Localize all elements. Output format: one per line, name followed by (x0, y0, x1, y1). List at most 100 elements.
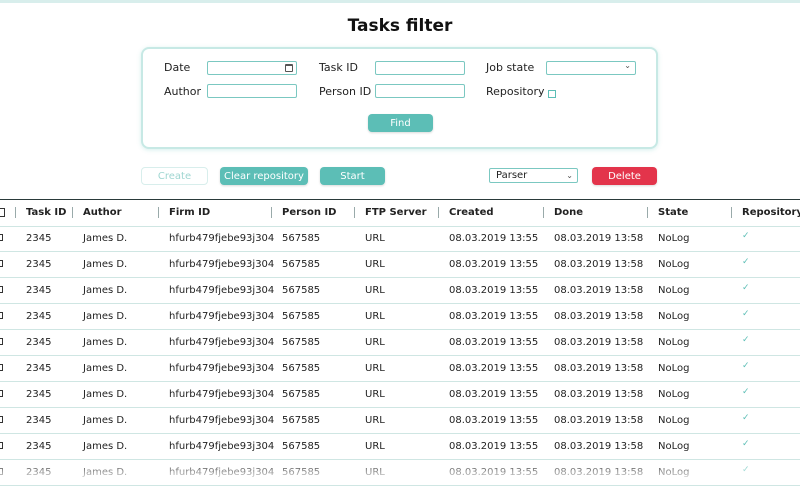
clear-repository-button[interactable]: Clear repository (220, 167, 308, 185)
job-state-select[interactable]: ⌄ (546, 61, 636, 75)
repository-check-icon: ✓ (742, 283, 750, 293)
cell-done: 08.03.2019 13:58 (554, 337, 644, 348)
row-checkbox[interactable] (0, 338, 3, 345)
col-task-id[interactable]: Task ID (26, 207, 67, 218)
repository-checkbox[interactable] (548, 90, 556, 98)
cell-firm-id: hfurb479fjebe93j304 (169, 285, 275, 296)
cell-author: James D. (83, 259, 128, 270)
column-divider (543, 207, 544, 218)
cell-person-id: 567585 (282, 363, 321, 374)
column-divider (647, 207, 648, 218)
cell-ftp-server: URL (365, 337, 385, 348)
cell-task-id: 2345 (26, 415, 52, 426)
cell-firm-id: hfurb479fjebe93j304 (169, 441, 275, 452)
repository-check-icon: ✓ (742, 361, 750, 371)
cell-person-id: 567585 (282, 311, 321, 322)
cell-person-id: 567585 (282, 285, 321, 296)
column-divider (271, 207, 272, 218)
cell-task-id: 2345 (26, 259, 52, 270)
cell-done: 08.03.2019 13:58 (554, 363, 644, 374)
calendar-icon[interactable] (285, 64, 293, 72)
date-label: Date (164, 61, 191, 74)
table-row[interactable]: 2345 James D. hfurb479fjebe93j304 567585 URL… (0, 252, 800, 278)
col-done[interactable]: Done (554, 207, 584, 218)
cell-ftp-server: URL (365, 311, 385, 322)
cell-created: 08.03.2019 13:55 (449, 233, 539, 244)
col-repository[interactable]: Repository (742, 207, 800, 218)
column-divider (158, 207, 159, 218)
cell-firm-id: hfurb479fjebe93j304 (169, 337, 275, 348)
row-checkbox[interactable] (0, 390, 3, 397)
cell-state: NoLog (658, 389, 690, 400)
cell-done: 08.03.2019 13:58 (554, 259, 644, 270)
column-divider (731, 207, 732, 218)
create-button[interactable]: Create (141, 167, 208, 185)
filter-panel: Date Task ID Job state ⌄ Author Person I… (141, 47, 658, 149)
row-checkbox[interactable] (0, 234, 3, 241)
table-row[interactable]: 2345 James D. hfurb479fjebe93j304 567585 URL… (0, 356, 800, 382)
table-row[interactable]: 2345 James D. hfurb479fjebe93j304 567585 URL… (0, 408, 800, 434)
cell-person-id: 567585 (282, 441, 321, 452)
column-divider (354, 207, 355, 218)
repository-check-icon: ✓ (742, 439, 750, 449)
cell-person-id: 567585 (282, 233, 321, 244)
cell-ftp-server: URL (365, 233, 385, 244)
table-row[interactable]: 2345 James D. hfurb479fjebe93j304 567585 URL… (0, 434, 800, 460)
cell-author: James D. (83, 285, 128, 296)
cell-done: 08.03.2019 13:58 (554, 415, 644, 426)
cell-done: 08.03.2019 13:58 (554, 233, 644, 244)
col-firm-id[interactable]: Firm ID (169, 207, 211, 218)
cell-state: NoLog (658, 337, 690, 348)
delete-button[interactable]: Delete (592, 167, 657, 185)
cell-state: NoLog (658, 233, 690, 244)
col-state[interactable]: State (658, 207, 689, 218)
table-row[interactable]: 2345 James D. hfurb479fjebe93j304 567585 URL… (0, 304, 800, 330)
author-label: Author (164, 85, 202, 98)
col-person-id[interactable]: Person ID (282, 207, 337, 218)
repository-check-icon: ✓ (742, 387, 750, 397)
col-ftp-server[interactable]: FTP Server (365, 207, 427, 218)
repository-check-icon: ✓ (742, 309, 750, 319)
date-field[interactable] (207, 61, 297, 75)
cell-ftp-server: URL (365, 285, 385, 296)
cell-task-id: 2345 (26, 389, 52, 400)
cell-person-id: 567585 (282, 259, 321, 270)
top-divider (0, 0, 800, 3)
select-all-checkbox[interactable] (0, 208, 5, 217)
find-button[interactable]: Find (368, 114, 433, 132)
person-id-field[interactable] (375, 84, 465, 98)
col-created[interactable]: Created (449, 207, 494, 218)
start-button[interactable]: Start (320, 167, 385, 185)
cell-created: 08.03.2019 13:55 (449, 337, 539, 348)
row-checkbox[interactable] (0, 416, 3, 423)
author-field[interactable] (207, 84, 297, 98)
column-divider (15, 207, 16, 218)
column-divider (438, 207, 439, 218)
cell-created: 08.03.2019 13:55 (449, 363, 539, 374)
row-checkbox[interactable] (0, 286, 3, 293)
row-checkbox[interactable] (0, 442, 3, 449)
cell-state: NoLog (658, 285, 690, 296)
task-id-label: Task ID (319, 61, 358, 74)
cell-task-id: 2345 (26, 233, 52, 244)
cell-state: NoLog (658, 363, 690, 374)
cell-state: NoLog (658, 311, 690, 322)
cell-task-id: 2345 (26, 363, 52, 374)
table-row[interactable]: 2345 James D. hfurb479fjebe93j304 567585 URL… (0, 382, 800, 408)
table-row[interactable]: 2345 James D. hfurb479fjebe93j304 567585 URL… (0, 278, 800, 304)
row-checkbox[interactable] (0, 260, 3, 267)
scroll-fade (0, 460, 800, 480)
row-checkbox[interactable] (0, 364, 3, 371)
table-row[interactable]: 2345 James D. hfurb479fjebe93j304 567585 URL… (0, 330, 800, 356)
cell-ftp-server: URL (365, 259, 385, 270)
cell-task-id: 2345 (26, 337, 52, 348)
cell-author: James D. (83, 389, 128, 400)
table-row[interactable]: 2345 James D. hfurb479fjebe93j304 567585 URL… (0, 226, 800, 252)
cell-author: James D. (83, 415, 128, 426)
cell-done: 08.03.2019 13:58 (554, 311, 644, 322)
task-id-field[interactable] (375, 61, 465, 75)
col-author[interactable]: Author (83, 207, 122, 218)
row-checkbox[interactable] (0, 312, 3, 319)
parser-select[interactable]: Parser ⌄ (489, 168, 578, 183)
cell-done: 08.03.2019 13:58 (554, 389, 644, 400)
